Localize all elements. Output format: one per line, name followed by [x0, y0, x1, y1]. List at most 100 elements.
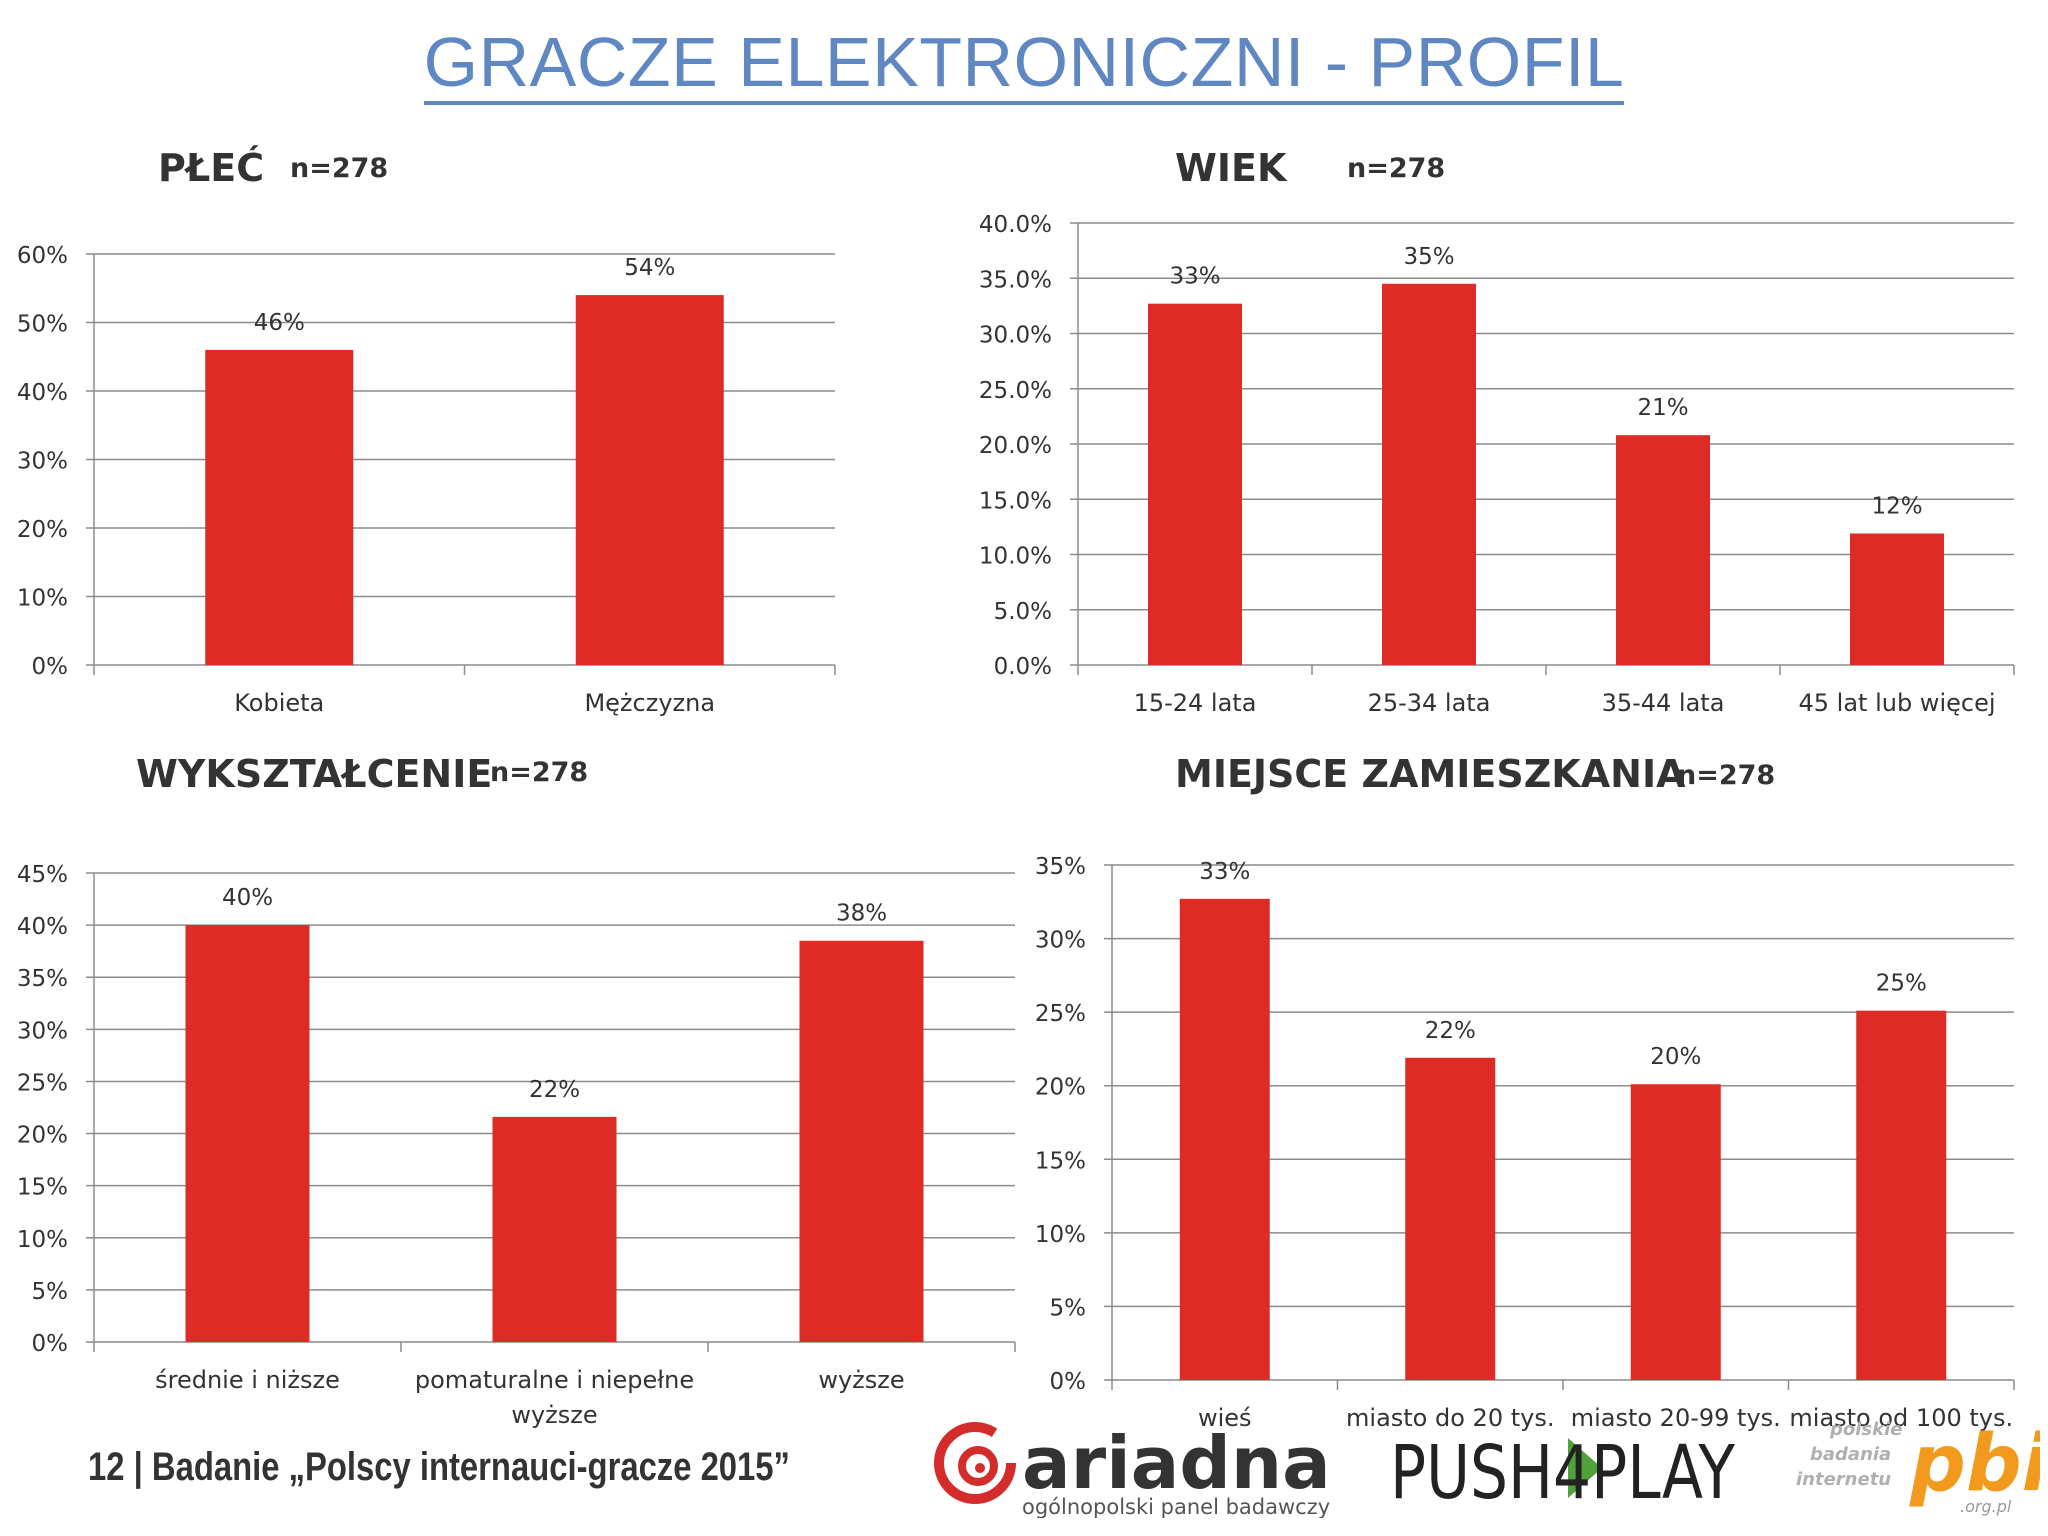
y-tick-label-miejsce: 35%: [1035, 854, 1086, 880]
chart-n-miejsce: n=278: [1677, 760, 1776, 791]
data-label-wiek-3: 12%: [1871, 494, 1922, 520]
ariadna-logo-tagline: ogólnopolski panel badawczy: [1022, 1495, 1330, 1518]
bar-plec-1: [575, 295, 724, 665]
y-tick-label-wyksztalcenie: 5%: [32, 1279, 69, 1305]
pbi-logo: polskie badania internetu pbi .org.pl: [1790, 1410, 2048, 1520]
y-tick-label-wiek: 25.0%: [979, 378, 1052, 404]
y-tick-label-plec: 10%: [17, 586, 68, 612]
push4play-logo: PUSH4PLAY: [1390, 1428, 1750, 1516]
bar-wiek-1: [1382, 283, 1476, 665]
bar-miejsce-1: [1405, 1057, 1496, 1380]
y-tick-label-wiek: 15.0%: [979, 488, 1052, 514]
y-tick-label-miejsce: 20%: [1035, 1075, 1086, 1101]
data-label-miejsce-0: 33%: [1199, 859, 1250, 885]
data-label-wyksztalcenie-1: 22%: [529, 1077, 580, 1103]
data-label-plec-1: 54%: [624, 255, 675, 281]
y-tick-label-miejsce: 0%: [1050, 1369, 1087, 1395]
y-tick-label-wiek: 5.0%: [994, 599, 1052, 625]
data-label-miejsce-3: 25%: [1876, 971, 1927, 997]
x-tick-label-miejsce-0: wieś: [1198, 1404, 1252, 1432]
y-tick-label-wiek: 20.0%: [979, 433, 1052, 459]
data-label-plec-0: 46%: [254, 310, 305, 336]
y-tick-label-wyksztalcenie: 15%: [17, 1175, 68, 1201]
bar-wyksztalcenie-1: [492, 1116, 617, 1342]
chart-title-wyksztalcenie: WYKSZTAŁCENIE: [136, 752, 493, 796]
chart-n-wiek: n=278: [1347, 153, 1446, 184]
x-tick-label-wyksztalcenie-1: pomaturalne i niepełne: [415, 1366, 694, 1394]
data-label-miejsce-1: 22%: [1425, 1018, 1476, 1044]
chart-title-plec: PŁEĆ: [158, 146, 265, 190]
x-tick-label-miejsce-3: miasto od 100 tys.: [1789, 1404, 2013, 1432]
x-tick-label-plec-0: Kobieta: [234, 689, 324, 717]
x-tick-label-miejsce-1: miasto do 20 tys.: [1346, 1404, 1554, 1432]
bar-wiek-2: [1616, 435, 1710, 665]
bar-plec-0: [205, 349, 354, 665]
y-tick-label-wiek: 0.0%: [994, 654, 1052, 680]
y-tick-label-wiek: 10.0%: [979, 544, 1052, 570]
footer-text: 12 | Badanie „Polscy internauci-gracze 2…: [88, 1445, 790, 1489]
pbi-tagline-2: badania: [1810, 1444, 1891, 1465]
y-tick-label-wiek: 40.0%: [979, 212, 1052, 238]
x-tick-label-wyksztalcenie-0: średnie i niższe: [155, 1366, 340, 1394]
y-tick-label-wiek: 30.0%: [979, 323, 1052, 349]
x-tick-label-miejsce-2: miasto 20-99 tys.: [1571, 1404, 1781, 1432]
pbi-logo-graphic: polskie badania internetu pbi .org.pl: [1796, 1419, 2048, 1516]
x-tick-label-wyksztalcenie-2: wyższe: [818, 1366, 904, 1394]
x-tick-label-plec-1: Mężczyzna: [584, 689, 715, 717]
bar-wiek-0: [1148, 303, 1242, 665]
y-tick-label-wyksztalcenie: 20%: [17, 1123, 68, 1149]
y-tick-label-plec: 60%: [17, 243, 68, 269]
y-tick-label-plec: 20%: [17, 517, 68, 543]
y-tick-label-wyksztalcenie: 35%: [17, 966, 68, 992]
y-tick-label-miejsce: 5%: [1050, 1295, 1087, 1321]
y-tick-label-wyksztalcenie: 0%: [32, 1331, 69, 1357]
y-tick-label-plec: 30%: [17, 449, 68, 475]
ariadna-swirl-logo: ariadna ogólnopolski panel badawczy: [934, 1421, 1331, 1519]
bar-miejsce-2: [1630, 1084, 1721, 1380]
y-tick-label-plec: 40%: [17, 380, 68, 406]
pbi-tagline-3: internetu: [1796, 1469, 1891, 1490]
pbi-tagline-1: polskie: [1829, 1419, 1902, 1440]
data-label-miejsce-2: 20%: [1650, 1044, 1701, 1070]
y-tick-label-wyksztalcenie: 25%: [17, 1070, 68, 1096]
y-tick-label-wyksztalcenie: 10%: [17, 1227, 68, 1253]
ariadna-logo-name: ariadna: [1022, 1421, 1330, 1505]
data-label-wiek-1: 35%: [1403, 244, 1454, 270]
y-tick-label-miejsce: 10%: [1035, 1222, 1086, 1248]
x-tick-label-wiek-1: 25-34 lata: [1368, 689, 1491, 717]
chart-title-wiek: WIEK: [1175, 146, 1287, 190]
bar-miejsce-3: [1856, 1010, 1947, 1380]
pbi-logo-text: pbi: [1909, 1419, 2040, 1509]
chart-title-miejsce: MIEJSCE ZAMIESZKANIA: [1175, 752, 1686, 796]
y-tick-label-miejsce: 25%: [1035, 1001, 1086, 1027]
x-tick-label-wyksztalcenie-1: wyższe: [511, 1401, 597, 1429]
ariadna-logo: ariadna ogólnopolski panel badawczy: [930, 1418, 1331, 1519]
bar-miejsce-0: [1179, 898, 1270, 1380]
x-tick-label-wiek-2: 35-44 lata: [1602, 689, 1725, 717]
y-tick-label-wyksztalcenie: 45%: [17, 862, 68, 888]
y-tick-label-wyksztalcenie: 30%: [17, 1018, 68, 1044]
chart-n-wyksztalcenie: n=278: [490, 757, 589, 788]
y-tick-label-plec: 0%: [32, 654, 69, 680]
push4play-logo-graphic: PUSH4PLAY: [1390, 1430, 1736, 1516]
bar-wiek-3: [1850, 533, 1944, 665]
y-tick-label-miejsce: 30%: [1035, 928, 1086, 954]
y-tick-label-miejsce: 15%: [1035, 1148, 1086, 1174]
data-label-wiek-0: 33%: [1169, 264, 1220, 290]
x-tick-label-wiek-0: 15-24 lata: [1134, 689, 1257, 717]
data-label-wyksztalcenie-0: 40%: [222, 885, 273, 911]
data-label-wyksztalcenie-2: 38%: [836, 901, 887, 927]
bar-wyksztalcenie-0: [185, 925, 310, 1342]
y-tick-label-plec: 50%: [17, 312, 68, 338]
page-title: GRACZE ELEKTRONICZNI - PROFIL: [0, 22, 2048, 105]
push4play-logo-text: PUSH4PLAY: [1390, 1430, 1736, 1508]
x-tick-label-wiek-3: 45 lat lub więcej: [1798, 689, 1995, 717]
y-tick-label-wiek: 35.0%: [979, 267, 1052, 293]
data-label-wiek-2: 21%: [1637, 395, 1688, 421]
bar-wyksztalcenie-2: [799, 940, 924, 1342]
pbi-logo-domain: .org.pl: [1960, 1497, 2012, 1516]
y-tick-label-wyksztalcenie: 40%: [17, 914, 68, 940]
chart-n-plec: n=278: [290, 153, 389, 184]
page-title-text: GRACZE ELEKTRONICZNI - PROFIL: [423, 23, 1625, 105]
